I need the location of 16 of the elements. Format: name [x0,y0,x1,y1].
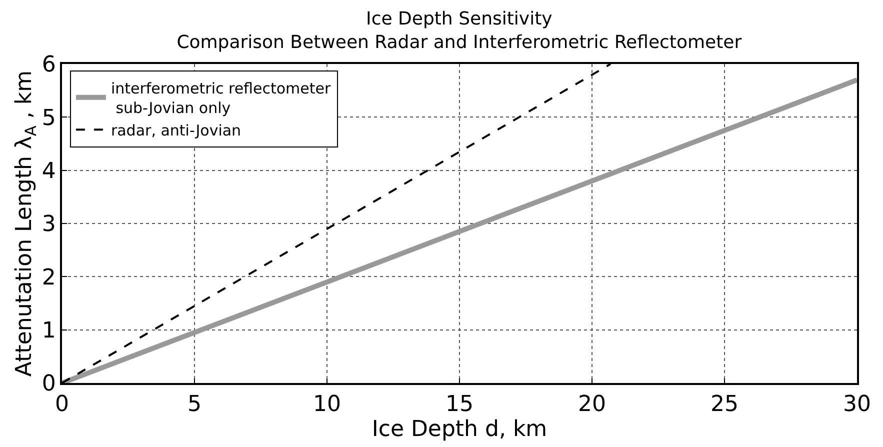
y-tick-label: 6 [42,52,56,78]
chart-title: Ice Depth Sensitivity Comparison Between Radar and Interferometric Reflectometer [176,8,742,53]
x-tick-label: 15 [446,392,474,418]
y-tick-label: 1 [42,318,56,344]
y-tick-label: 2 [42,265,56,290]
y-tick-label: 3 [42,212,56,238]
y-tick-label: 4 [42,159,56,184]
x-axis-title: Ice Depth d, km [372,417,548,442]
x-tick-label: 10 [313,392,341,418]
x-tick-label: 25 [710,392,738,418]
y-tick-label: 5 [42,106,56,131]
x-tick-label: 20 [578,392,606,418]
y-tick-label: 0 [42,372,56,397]
legend-label: radar, anti-Jovian [110,121,242,140]
x-tick-label: 30 [843,392,871,418]
x-tick-label: 5 [188,392,202,418]
